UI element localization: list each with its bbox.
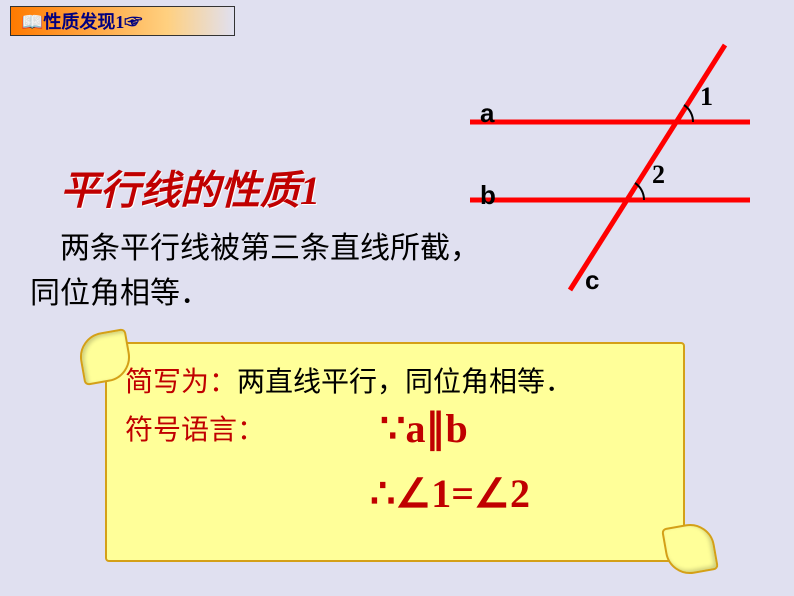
main-title: 平行线的性质1 bbox=[60, 158, 320, 216]
diagram: a b c 1 2 bbox=[450, 40, 780, 300]
formula-therefore: ∴∠1=∠2 bbox=[370, 470, 530, 517]
label-1: 1 bbox=[700, 82, 713, 112]
line1-black: 两直线平行，同位角相等． bbox=[237, 367, 573, 398]
formula-because: ∵a∥b bbox=[380, 405, 468, 452]
body-line2: 同位角相等． bbox=[30, 277, 210, 310]
scroll-box: 简写为：两直线平行，同位角相等． 符号语言： ∵a∥b ∴∠1=∠2 bbox=[80, 332, 715, 574]
badge-text: 📖性质发现1☞ bbox=[21, 8, 142, 34]
diagram-svg bbox=[450, 40, 780, 300]
body-text: 两条平行线被第三条直线所截， 同位角相等． bbox=[30, 226, 480, 316]
scroll-line1: 简写为：两直线平行，同位角相等． bbox=[125, 360, 685, 400]
badge: 📖性质发现1☞ bbox=[10, 6, 235, 36]
label-c: c bbox=[585, 265, 599, 296]
body-line1: 两条平行线被第三条直线所截， bbox=[30, 232, 480, 265]
label-2: 2 bbox=[652, 160, 665, 190]
scroll-curl-right-icon bbox=[661, 520, 719, 578]
label-a: a bbox=[480, 98, 494, 129]
label-b: b bbox=[480, 180, 496, 211]
line1-red: 简写为： bbox=[125, 367, 237, 398]
scroll-content: 简写为：两直线平行，同位角相等． 符号语言： ∵a∥b ∴∠1=∠2 bbox=[125, 360, 685, 448]
